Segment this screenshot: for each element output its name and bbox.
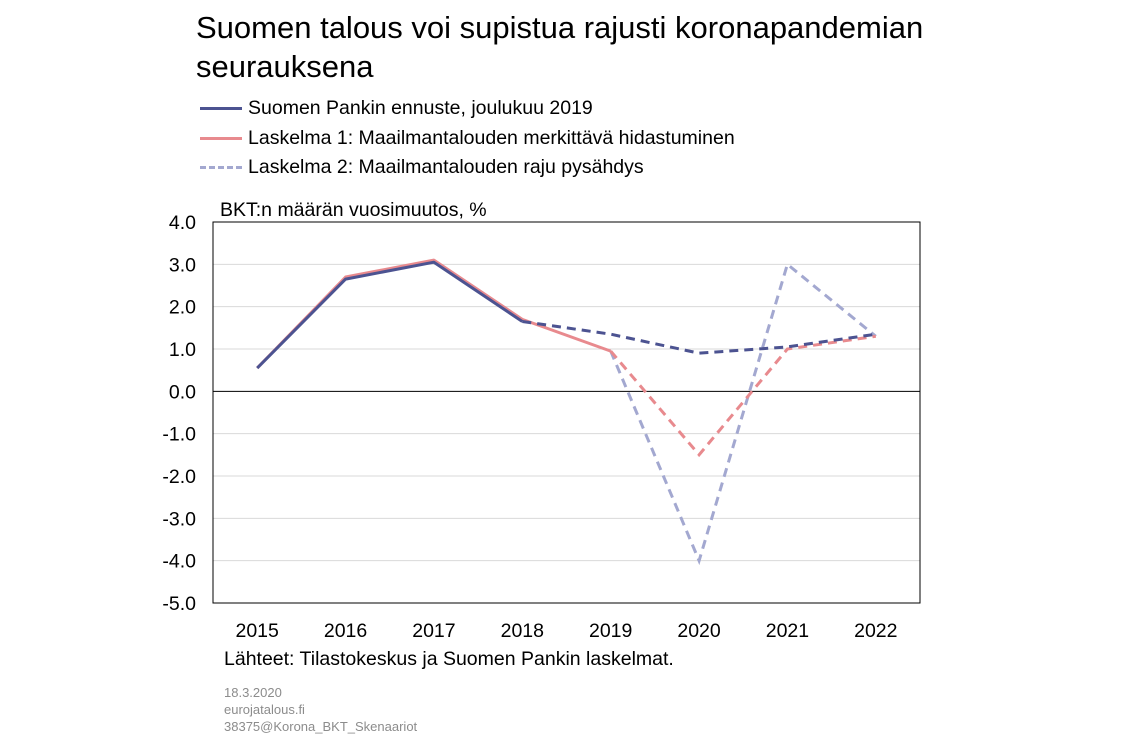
- y-tick-label: -3.0: [162, 508, 196, 530]
- legend-swatch-ennuste: [200, 107, 242, 111]
- x-tick-label: 2018: [501, 620, 544, 642]
- gridlines: [213, 263, 920, 562]
- series-0: [256, 260, 877, 370]
- legend-item-laskelma-2: Laskelma 2: Maailmantalouden raju pysähd…: [200, 153, 735, 183]
- legend-swatch-laskelma-2: [200, 166, 242, 170]
- plot-area-border: [212, 221, 921, 604]
- legend-label-ennuste: Suomen Pankin ennuste, joulukuu 2019: [248, 97, 593, 120]
- y-tick-label: -2.0: [162, 466, 196, 488]
- meta-site: eurojatalous.fi: [224, 702, 305, 717]
- x-tick-label: 2017: [412, 620, 455, 642]
- y-tick-label: -4.0: [162, 551, 196, 573]
- x-tick-label: 2015: [235, 620, 279, 642]
- x-tick-label: 2020: [677, 620, 721, 642]
- x-tick-label: 2019: [589, 620, 632, 642]
- y-tick-label: 3.0: [169, 254, 196, 276]
- x-tick-label: 2021: [766, 620, 809, 642]
- x-tick-label: 2016: [324, 620, 367, 642]
- meta-info: 18.3.2020 eurojatalous.fi 38375@Korona_B…: [224, 684, 417, 735]
- meta-code: 38375@Korona_BKT_Skenaariot: [224, 719, 418, 734]
- y-axis-label: BKT:n määrän vuosimuutos, %: [220, 199, 487, 221]
- series-line-solid: [256, 260, 524, 370]
- y-tick-label: -1.0: [162, 424, 196, 446]
- y-tick-label: 2.0: [169, 297, 196, 319]
- y-tick-label: 0.0: [169, 381, 196, 403]
- legend-item-laskelma-1: Laskelma 1: Maailmantalouden merkittävä …: [200, 124, 735, 154]
- chart-legend: Suomen Pankin ennuste, joulukuu 2019 Las…: [200, 94, 735, 183]
- series-line-dashed: [609, 334, 877, 458]
- chart-title: Suomen talous voi supistua rajusti koron…: [196, 10, 924, 84]
- x-tick-label: 2022: [854, 620, 897, 642]
- series-1: [256, 258, 877, 458]
- y-tick-label: 4.0: [169, 212, 196, 234]
- y-tick-label: 1.0: [169, 339, 196, 361]
- legend-label-laskelma-1: Laskelma 1: Maailmantalouden merkittävä …: [248, 126, 735, 149]
- axes: 4.0 3.0 2.0 1.0 0.0 -1.0 -2.0 -3.0 -4.0 -5.0 2015 2…: [162, 212, 920, 642]
- legend-item-ennuste: Suomen Pankin ennuste, joulukuu 2019: [200, 94, 735, 124]
- y-tick-label: -5.0: [162, 593, 196, 615]
- meta-date: 18.3.2020: [224, 685, 282, 700]
- source-note: Lähteet: Tilastokeskus ja Suomen Pankin …: [224, 648, 674, 670]
- series-2: [609, 261, 877, 566]
- legend-label-laskelma-2: Laskelma 2: Maailmantalouden raju pysähd…: [248, 156, 644, 179]
- series-line-dashed: [609, 261, 877, 566]
- series-lines: [256, 258, 877, 566]
- legend-swatch-laskelma-1: [200, 136, 242, 140]
